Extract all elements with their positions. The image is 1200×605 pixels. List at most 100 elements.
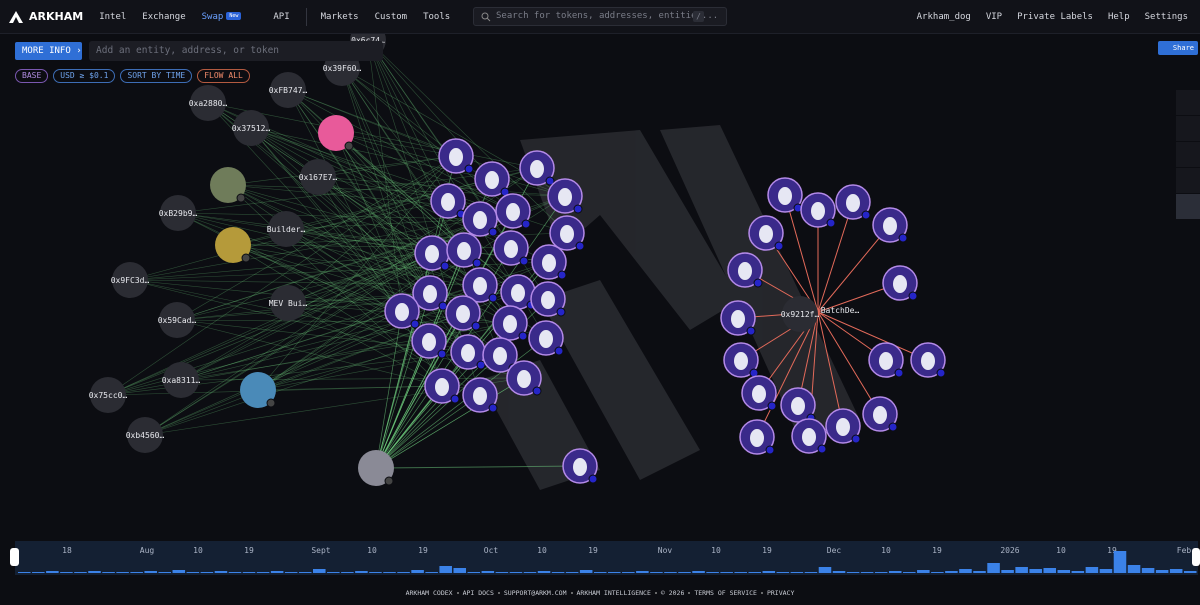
avatar-face (541, 291, 555, 309)
address-node[interactable] (270, 285, 306, 321)
entity-node[interactable] (412, 275, 448, 311)
entity-node[interactable] (825, 408, 861, 444)
entity-node[interactable] (438, 138, 474, 174)
entity-node[interactable] (506, 360, 542, 396)
timeline-handle[interactable] (1192, 548, 1200, 566)
entity-node[interactable] (549, 215, 585, 251)
address-node[interactable] (90, 377, 126, 413)
tool-button[interactable] (1176, 194, 1200, 220)
address-node[interactable] (233, 110, 269, 146)
entity-image[interactable] (215, 227, 251, 263)
address-node[interactable] (159, 302, 195, 338)
entity-node[interactable] (739, 419, 775, 455)
nav-link[interactable]: Swap New (202, 12, 258, 22)
flow-edge (144, 312, 464, 436)
footer-link[interactable]: PRIVACY (766, 589, 795, 597)
address-node[interactable] (190, 85, 226, 121)
entity-image[interactable] (210, 167, 246, 203)
entity-node[interactable] (462, 267, 498, 303)
footer-link[interactable]: API DOCS (462, 589, 494, 597)
nav-menu[interactable]: Custom (374, 11, 408, 22)
entity-node[interactable] (562, 448, 598, 484)
entity-node[interactable] (500, 274, 536, 310)
address-node[interactable] (270, 72, 306, 108)
activity-bar (748, 572, 762, 573)
entity-node[interactable] (780, 387, 816, 423)
address-node[interactable] (268, 211, 304, 247)
more-info-button[interactable]: MORE INFO › (15, 42, 82, 60)
nav-link[interactable]: VIP (985, 12, 1003, 22)
entity-node[interactable] (495, 193, 531, 229)
entity-node[interactable] (862, 396, 898, 432)
footer-link[interactable]: TERMS OF SERVICE (694, 589, 757, 597)
entity-node[interactable] (720, 300, 756, 336)
nav-link[interactable]: Intel (99, 11, 127, 22)
entity-image[interactable] (240, 372, 276, 408)
nav-menu[interactable]: Markets (320, 11, 359, 22)
address-node[interactable] (163, 362, 199, 398)
entity-node[interactable] (493, 230, 529, 266)
footer-link[interactable]: ARKHAM INTELLIGENCE (576, 589, 651, 597)
filter-pill[interactable]: USD ≥ $0.1 (53, 69, 116, 83)
filter-pill[interactable]: FLOW ALL (197, 69, 250, 83)
entity-node[interactable] (800, 192, 836, 228)
nav-menu[interactable]: Tools (423, 11, 451, 22)
nav-link[interactable]: Settings (1144, 12, 1188, 22)
entity-node[interactable] (528, 320, 564, 356)
tool-button[interactable] (1176, 168, 1200, 194)
entity-node[interactable] (446, 232, 482, 268)
address-node[interactable] (160, 195, 196, 231)
entity-node[interactable] (445, 295, 481, 331)
flow-edge (335, 132, 514, 212)
entity-image[interactable] (318, 115, 354, 151)
tool-button[interactable] (1176, 90, 1200, 116)
entity-node[interactable] (474, 161, 510, 197)
entity-node[interactable] (835, 184, 871, 220)
entity-node[interactable] (384, 293, 420, 329)
entity-node[interactable] (872, 207, 908, 243)
entity-node[interactable] (492, 305, 528, 341)
user[interactable]: Arkham_dog (916, 12, 971, 22)
entity-node[interactable] (910, 342, 946, 378)
tool-button[interactable] (1176, 116, 1200, 142)
address-node[interactable] (782, 296, 818, 332)
nav-link[interactable]: Private Labels (1017, 12, 1093, 22)
entity-node[interactable] (430, 183, 466, 219)
footer-link[interactable]: ARKHAM CODEX (405, 589, 453, 597)
footer-link[interactable]: SUPPORT@ARKM.COM (503, 589, 567, 597)
address-node[interactable] (127, 417, 163, 453)
tool-button[interactable] (1176, 142, 1200, 168)
timeline[interactable] (15, 541, 1198, 575)
timeline-handle[interactable] (10, 548, 19, 566)
search-bar[interactable]: Search for tokens, addresses, entities..… (473, 7, 727, 26)
entity-node[interactable] (424, 368, 460, 404)
address-node[interactable] (300, 159, 336, 195)
entity-node[interactable] (450, 334, 486, 370)
entity-node[interactable] (767, 177, 803, 213)
address-node[interactable] (112, 262, 148, 298)
entity-node[interactable] (530, 281, 566, 317)
entity-node[interactable] (791, 418, 827, 454)
entity-node[interactable] (882, 265, 918, 301)
filter-pill[interactable]: BASE (15, 69, 49, 83)
entity-input[interactable]: Add an entity, address, or token (89, 41, 383, 61)
brand[interactable]: ARKHAM (8, 10, 83, 24)
entity-node[interactable] (411, 323, 447, 359)
entity-node[interactable] (547, 178, 583, 214)
entity-node[interactable] (462, 201, 498, 237)
entity-node[interactable] (748, 215, 784, 251)
entity-node[interactable] (741, 375, 777, 411)
share-button[interactable]: Share (1158, 41, 1198, 55)
entity-node[interactable] (723, 342, 759, 378)
filter-pill[interactable]: SORT BY TIME (120, 69, 193, 83)
entity-node[interactable] (519, 150, 555, 186)
nav-link[interactable]: Exchange (142, 11, 186, 22)
nav-link[interactable]: API (273, 11, 290, 22)
entity-node[interactable] (868, 342, 904, 378)
entity-node[interactable] (414, 235, 450, 271)
nav-menu[interactable]: Help (1107, 12, 1130, 22)
entity-node[interactable] (727, 252, 763, 288)
entity-node[interactable] (462, 377, 498, 413)
entity-node[interactable] (531, 244, 567, 280)
entity-image[interactable] (358, 450, 394, 486)
